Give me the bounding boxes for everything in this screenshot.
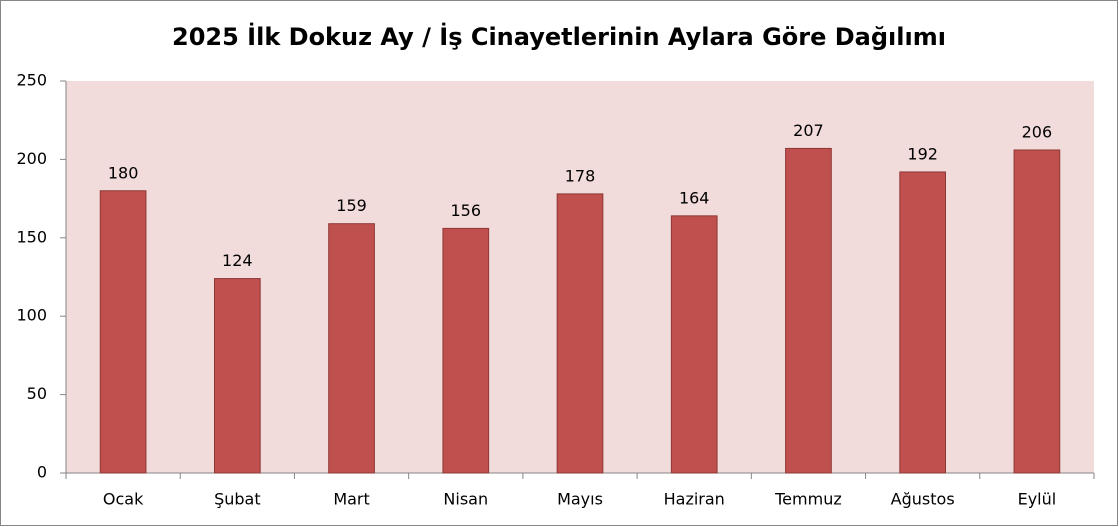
x-tick-label: Mayıs xyxy=(557,490,603,509)
x-tick-label: Nisan xyxy=(443,490,488,509)
x-tick-label: Ocak xyxy=(103,490,144,509)
data-label: 206 xyxy=(1022,122,1053,141)
bar xyxy=(670,215,718,474)
bar xyxy=(899,171,947,474)
bar xyxy=(556,193,604,474)
x-tick-label: Ağustos xyxy=(891,490,955,509)
data-label: 180 xyxy=(108,163,139,182)
y-tick-label: 250 xyxy=(16,71,47,90)
bar xyxy=(213,278,261,474)
data-label: 159 xyxy=(336,196,367,215)
bar xyxy=(785,147,832,474)
chart-title: 2025 İlk Dokuz Ay / İş Cinayetlerinin Ay… xyxy=(172,22,946,51)
bar xyxy=(442,227,490,474)
y-tick-label: 0 xyxy=(37,463,47,482)
y-tick-label: 150 xyxy=(16,227,47,246)
y-tick-label: 100 xyxy=(16,306,47,325)
y-tick-label: 50 xyxy=(27,384,47,403)
data-label: 124 xyxy=(222,251,253,270)
x-tick-label: Temmuz xyxy=(774,490,842,509)
data-label: 164 xyxy=(679,188,710,207)
x-tick-label: Mart xyxy=(333,490,369,509)
x-tick-label: Eylül xyxy=(1018,490,1057,509)
data-label: 192 xyxy=(907,144,938,163)
data-label: 178 xyxy=(565,166,596,185)
data-label: 156 xyxy=(451,201,482,220)
bar xyxy=(1013,149,1061,474)
data-label: 207 xyxy=(793,121,824,140)
y-tick-label: 200 xyxy=(16,149,47,168)
bar xyxy=(328,223,375,474)
bar xyxy=(99,190,147,474)
x-tick-label: Haziran xyxy=(664,490,725,509)
x-tick-label: Şubat xyxy=(214,490,261,509)
